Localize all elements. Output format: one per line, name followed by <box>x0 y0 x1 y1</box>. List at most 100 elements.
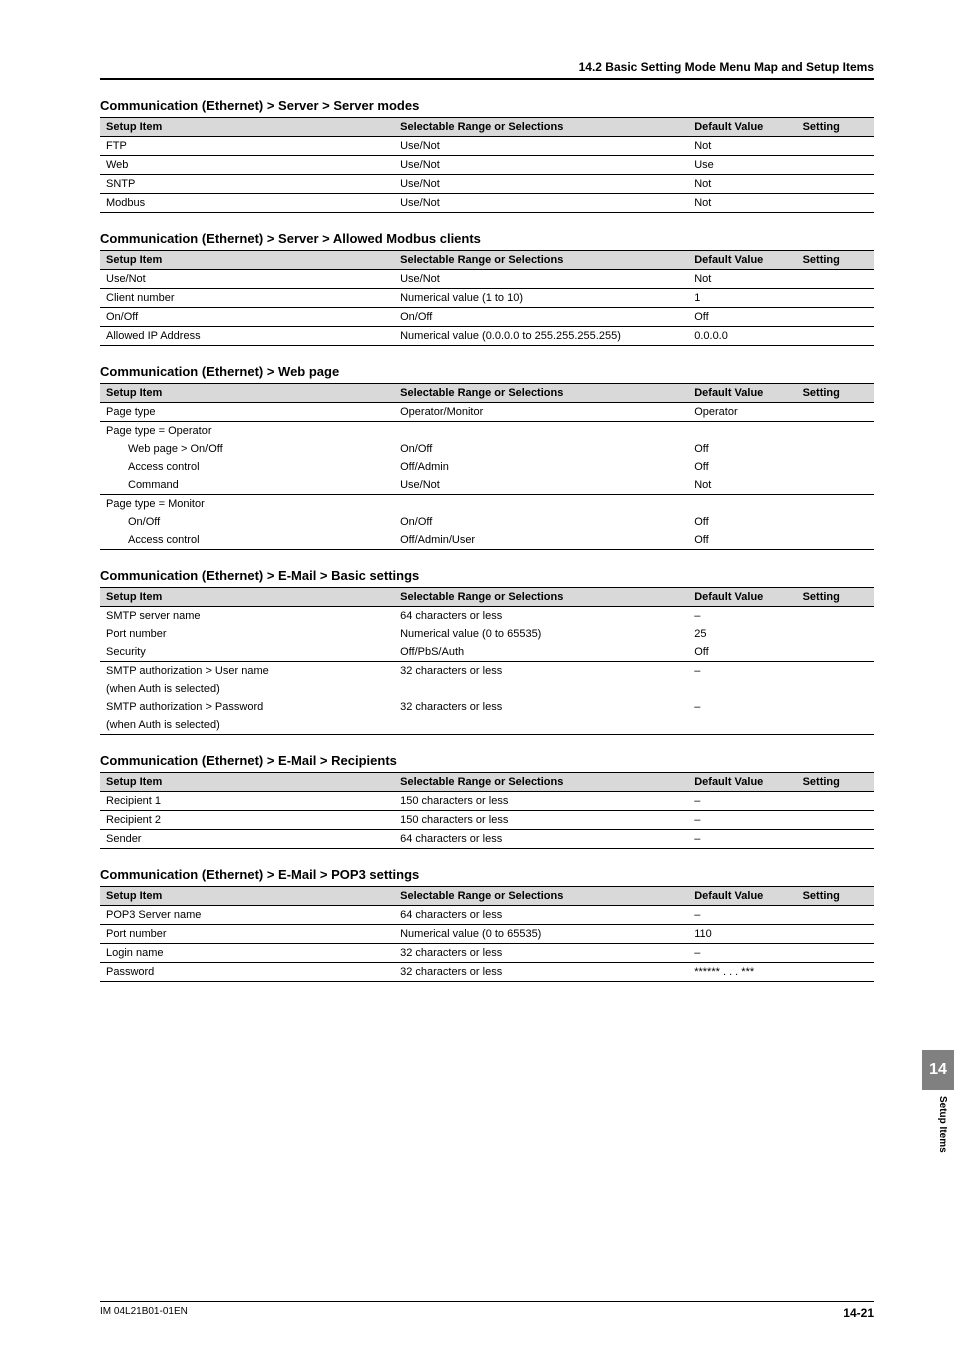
cell-item: Page type = Operator <box>100 422 394 441</box>
cell-range: Use/Not <box>394 270 688 289</box>
table-row: WebUse/NotUse <box>100 156 874 175</box>
cell-setting <box>797 513 874 531</box>
cell-item: Access control <box>100 531 394 550</box>
table-title-server-modes: Communication (Ethernet) > Server > Serv… <box>100 98 874 113</box>
cell-item: Client number <box>100 289 394 308</box>
cell-setting <box>797 698 874 716</box>
cell-default <box>688 422 796 441</box>
cell-setting <box>797 531 874 550</box>
footer: IM 04L21B01-01EN 14-21 <box>100 1301 874 1320</box>
cell-range: Off/PbS/Auth <box>394 643 688 662</box>
cell-item: Use/Not <box>100 270 394 289</box>
table-row: Login name32 characters or less– <box>100 944 874 963</box>
col-item: Setup Item <box>100 773 394 792</box>
cell-setting <box>797 830 874 849</box>
table-webpage: Setup Item Selectable Range or Selection… <box>100 383 874 550</box>
cell-default: Off <box>688 643 796 662</box>
cell-item: Allowed IP Address <box>100 327 394 346</box>
cell-setting <box>797 289 874 308</box>
cell-default: 1 <box>688 289 796 308</box>
cell-range: 64 characters or less <box>394 607 688 626</box>
col-set: Setting <box>797 251 874 270</box>
cell-setting <box>797 906 874 925</box>
cell-range: Operator/Monitor <box>394 403 688 422</box>
cell-item: (when Auth is selected) <box>100 680 394 698</box>
cell-range: Use/Not <box>394 156 688 175</box>
table-row: CommandUse/NotNot <box>100 476 874 495</box>
col-item: Setup Item <box>100 588 394 607</box>
cell-range: Numerical value (0.0.0.0 to 255.255.255.… <box>394 327 688 346</box>
cell-default: Off <box>688 308 796 327</box>
cell-default: – <box>688 607 796 626</box>
col-def: Default Value <box>688 887 796 906</box>
cell-range: 32 characters or less <box>394 944 688 963</box>
cell-default: 25 <box>688 625 796 643</box>
cell-default: Use <box>688 156 796 175</box>
cell-default: Off <box>688 440 796 458</box>
tbody-server-modes: FTPUse/NotNotWebUse/NotUseSNTPUse/NotNot… <box>100 137 874 213</box>
col-def: Default Value <box>688 384 796 403</box>
cell-range: On/Off <box>394 440 688 458</box>
cell-default: Off <box>688 458 796 476</box>
cell-setting <box>797 963 874 982</box>
tbody-email-basic: SMTP server name64 characters or less–Po… <box>100 607 874 735</box>
cell-range: Off/Admin/User <box>394 531 688 550</box>
table-row: Page type = Operator <box>100 422 874 441</box>
cell-default: – <box>688 944 796 963</box>
cell-setting <box>797 137 874 156</box>
table-email-recipients: Setup Item Selectable Range or Selection… <box>100 772 874 849</box>
cell-range: On/Off <box>394 513 688 531</box>
cell-setting <box>797 440 874 458</box>
cell-setting <box>797 422 874 441</box>
table-row: Access controlOff/Admin/UserOff <box>100 531 874 550</box>
cell-setting <box>797 156 874 175</box>
cell-item: Port number <box>100 625 394 643</box>
cell-item: Command <box>100 476 394 495</box>
col-range: Selectable Range or Selections <box>394 887 688 906</box>
table-server-modes: Setup Item Selectable Range or Selection… <box>100 117 874 213</box>
cell-setting <box>797 716 874 735</box>
table-row: Sender64 characters or less– <box>100 830 874 849</box>
cell-default <box>688 680 796 698</box>
cell-item: Password <box>100 963 394 982</box>
cell-range <box>394 495 688 514</box>
table-row: Client numberNumerical value (1 to 10)1 <box>100 289 874 308</box>
col-range: Selectable Range or Selections <box>394 251 688 270</box>
table-modbus: Setup Item Selectable Range or Selection… <box>100 250 874 346</box>
cell-item: FTP <box>100 137 394 156</box>
col-def: Default Value <box>688 251 796 270</box>
table-row: Recipient 1150 characters or less– <box>100 792 874 811</box>
cell-range: Use/Not <box>394 194 688 213</box>
cell-setting <box>797 308 874 327</box>
cell-range: Numerical value (0 to 65535) <box>394 625 688 643</box>
cell-setting <box>797 662 874 681</box>
table-row: Web page > On/OffOn/OffOff <box>100 440 874 458</box>
table-row: ModbusUse/NotNot <box>100 194 874 213</box>
cell-default: – <box>688 830 796 849</box>
table-title-email-pop3: Communication (Ethernet) > E-Mail > POP3… <box>100 867 874 882</box>
cell-setting <box>797 194 874 213</box>
cell-item: On/Off <box>100 513 394 531</box>
cell-range: Off/Admin <box>394 458 688 476</box>
tbody-email-recipients: Recipient 1150 characters or less–Recipi… <box>100 792 874 849</box>
col-set: Setting <box>797 384 874 403</box>
cell-range: Use/Not <box>394 476 688 495</box>
tbody-modbus: Use/NotUse/NotNotClient numberNumerical … <box>100 270 874 346</box>
cell-default: – <box>688 906 796 925</box>
cell-range: 150 characters or less <box>394 792 688 811</box>
cell-range <box>394 422 688 441</box>
cell-default: Not <box>688 476 796 495</box>
table-row: Password32 characters or less****** . . … <box>100 963 874 982</box>
cell-setting <box>797 495 874 514</box>
table-row: Access controlOff/AdminOff <box>100 458 874 476</box>
cell-setting <box>797 680 874 698</box>
table-row: SMTP authorization > User name32 charact… <box>100 662 874 681</box>
col-set: Setting <box>797 118 874 137</box>
cell-default: Not <box>688 137 796 156</box>
cell-setting <box>797 403 874 422</box>
cell-range: Use/Not <box>394 175 688 194</box>
cell-setting <box>797 944 874 963</box>
table-title-modbus: Communication (Ethernet) > Server > Allo… <box>100 231 874 246</box>
cell-default: ****** . . . *** <box>688 963 796 982</box>
cell-item: SMTP authorization > Password <box>100 698 394 716</box>
